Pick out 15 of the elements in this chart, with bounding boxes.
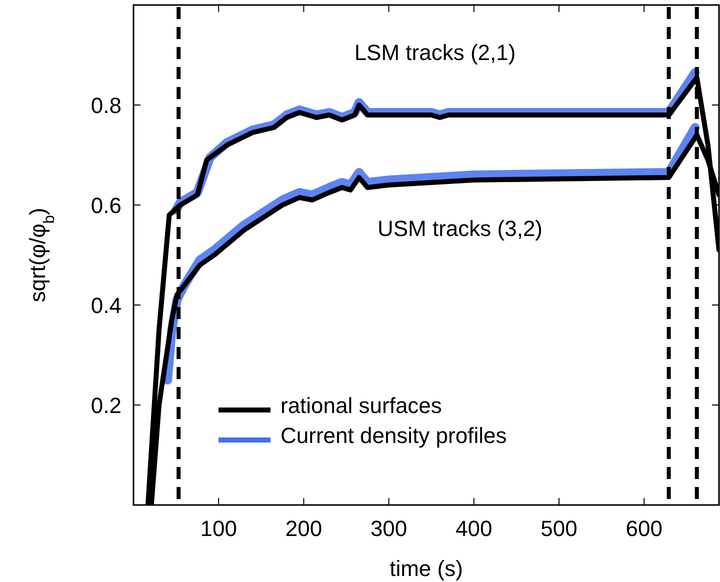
annotation: LSM tracks (2,1) bbox=[354, 40, 516, 65]
x-tick-label: 500 bbox=[540, 516, 578, 541]
x-tick-label: 400 bbox=[456, 516, 492, 541]
x-tick-label: 300 bbox=[370, 516, 408, 541]
y-tick-label: 0.2 bbox=[90, 393, 122, 418]
annotation: USM tracks (3,2) bbox=[377, 216, 543, 241]
x-axis-title: time (s) bbox=[390, 556, 463, 581]
legend-label: Current density profiles bbox=[280, 423, 507, 448]
y-tick-label: 0.6 bbox=[90, 193, 122, 218]
y-tick-label: 0.8 bbox=[90, 93, 122, 118]
legend-label: rational surfaces bbox=[280, 393, 442, 418]
x-tick-label: 600 bbox=[626, 516, 662, 541]
y-tick-label: 0.4 bbox=[90, 293, 122, 318]
x-tick-label: 200 bbox=[285, 516, 322, 541]
x-tick-label: 100 bbox=[200, 516, 237, 541]
